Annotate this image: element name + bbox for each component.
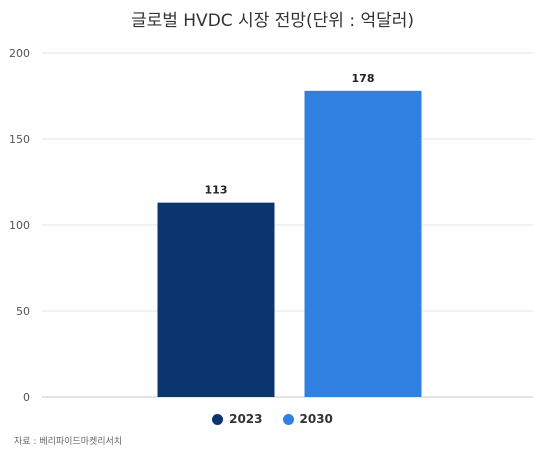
- chart-title: 글로벌 HVDC 시장 전망(단위 : 억달러): [130, 11, 415, 31]
- legend-marker-2023: [212, 413, 224, 425]
- legend-label-2023: 2023: [229, 412, 263, 426]
- y-tick-label-0: 0: [23, 391, 30, 404]
- legend-item-2023[interactable]: 2023: [212, 412, 263, 426]
- source-note: 자료 : 베리파이드마켓리서치: [14, 437, 123, 447]
- y-tick-label-100: 100: [9, 219, 30, 232]
- y-tick-label-50: 50: [16, 305, 30, 318]
- bar-chart: 0 50 100 150 200 113 178: [9, 47, 533, 404]
- y-tick-label-200: 200: [9, 47, 30, 60]
- y-tick-label-150: 150: [9, 133, 30, 146]
- legend-label-2030: 2030: [299, 412, 333, 426]
- data-label-2023: 113: [205, 184, 228, 197]
- bar-2030: [304, 90, 422, 397]
- legend-item-2030[interactable]: 2030: [282, 412, 333, 426]
- bar-2023: [157, 202, 275, 397]
- data-label-2030: 178: [352, 72, 375, 85]
- legend: 2023 2030: [0, 412, 545, 426]
- legend-marker-2030: [282, 413, 294, 425]
